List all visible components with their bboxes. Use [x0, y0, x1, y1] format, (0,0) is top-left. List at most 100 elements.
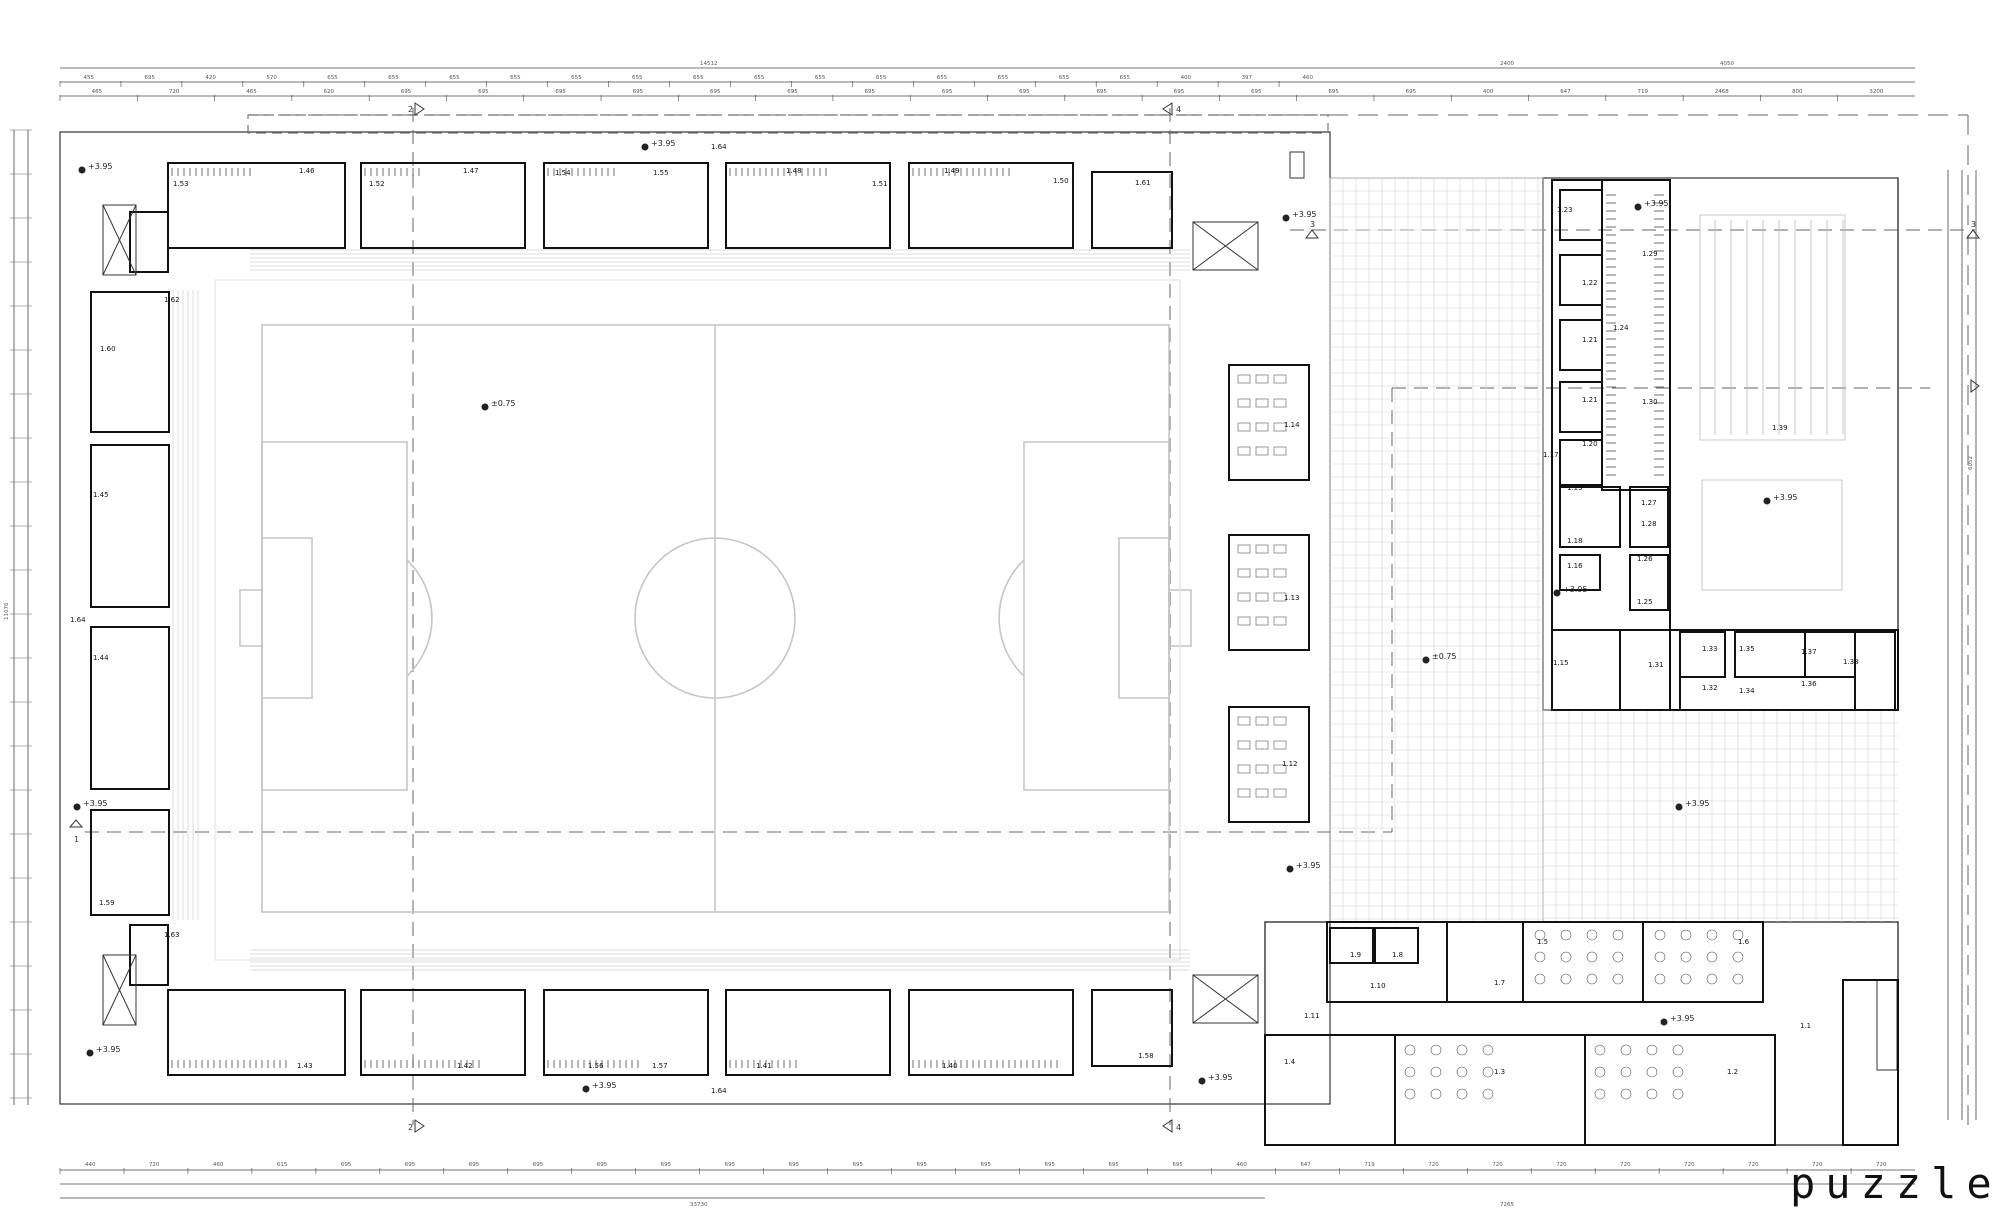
dimension-value: 655 [1120, 75, 1131, 81]
right-annex-outline [1264, 177, 1899, 1146]
dimension-value: 655 [998, 75, 1009, 81]
chair-group [1404, 1088, 1416, 1100]
room-label: 1.4 [1284, 1058, 1296, 1066]
table [1273, 568, 1287, 578]
dimension-value: 695 [1328, 89, 1339, 95]
chair-group [1620, 1044, 1632, 1056]
room-label: 1.21 [1582, 396, 1598, 404]
table [1255, 788, 1269, 798]
room-label: 1.50 [1053, 177, 1069, 185]
chair-group [1732, 973, 1744, 985]
dimension-value: 695 [597, 1162, 608, 1168]
dimension-value: 570 [266, 75, 277, 81]
right-block-labels: 1.23 1.22 1.21 1.21 1.20 1.17 1.19 1.18 … [1543, 206, 1788, 667]
top-total-dimension: 14512 [700, 61, 718, 67]
dimension-value: 720 [1876, 1162, 1887, 1168]
table [1237, 592, 1251, 602]
room-label: 1.32 [1702, 684, 1718, 692]
room-label: 1.43 [297, 1062, 313, 1070]
room-label: 1.6 [1738, 938, 1750, 946]
right-total-dimension: 6052 [1968, 456, 1974, 470]
chair-group [1534, 951, 1546, 963]
room-label: 1.9 [1350, 951, 1361, 959]
chair-group [1482, 1044, 1494, 1056]
axis-label: 4 [1176, 1123, 1181, 1132]
chair-group [1672, 1044, 1684, 1056]
room-label: 1.34 [1739, 687, 1755, 695]
dimension-value: 720 [1428, 1162, 1439, 1168]
room-label: 1.28 [1641, 520, 1657, 528]
chair-group [1404, 1044, 1416, 1056]
axis-label: 2 [408, 105, 413, 114]
axis-label: 4 [1176, 105, 1181, 114]
table [1273, 592, 1287, 602]
dimension-value: 720 [1556, 1162, 1567, 1168]
chair-group [1560, 929, 1572, 941]
chair-group [1482, 1066, 1494, 1078]
table [1237, 398, 1251, 408]
dimension-value: 720 [1620, 1162, 1631, 1168]
dimension-value: 655 [327, 75, 338, 81]
level-label-right-mid: +3.95 [1563, 585, 1588, 594]
level-label-yard: +3.95 [1685, 799, 1710, 808]
middle-room-labels: 1.14 1.13 1.12 [1282, 421, 1300, 768]
chair-group [1534, 973, 1546, 985]
room-label: 1.3 [1494, 1068, 1505, 1076]
table [1273, 544, 1287, 554]
level-label-sw: +3.95 [96, 1045, 121, 1054]
dimension-value: 400 [1483, 89, 1494, 95]
room-label: 1.35 [1739, 645, 1755, 653]
level-label-right-top: +3.95 [1644, 199, 1669, 208]
table [1237, 716, 1251, 726]
table [1255, 374, 1269, 384]
level-label-w: +3.95 [83, 799, 108, 808]
room-label: 1.24 [1613, 324, 1629, 332]
table [1273, 422, 1287, 432]
chair-group [1594, 1066, 1606, 1078]
axis-label: 2 [408, 1123, 413, 1132]
dimension-value: 695 [661, 1162, 672, 1168]
top-stand-seating [250, 249, 1190, 271]
chair-group [1430, 1044, 1442, 1056]
top-stand-room-labels: 1.53 1.46 1.52 1.47 1.54 1.55 1.48 1.51 … [173, 143, 1151, 188]
level-label-plaza: ±0.75 [1432, 652, 1457, 661]
room-label: 1.38 [1843, 658, 1859, 666]
room-label: 1.61 [1135, 179, 1151, 187]
chair-group [1654, 951, 1666, 963]
room-label: 1.39 [1772, 424, 1788, 432]
room-label: 1.22 [1582, 279, 1598, 287]
swimming-pool [1699, 214, 1846, 441]
room-label: 1.20 [1582, 440, 1598, 448]
middle-room-furniture [1237, 374, 1287, 798]
dimension-value: 695 [405, 1162, 416, 1168]
bottom-block-labels: 1.9 1.8 1.10 1.7 1.5 1.6 1.11 1.4 1.3 1.… [1284, 938, 1811, 1076]
dimension-value: 655 [937, 75, 948, 81]
room-label: 1.51 [872, 180, 888, 188]
dimension-value: 800 [1792, 89, 1803, 95]
dimension-value: 720 [169, 89, 180, 95]
table [1237, 764, 1251, 774]
room-label: 1.40 [942, 1062, 958, 1070]
table [1273, 446, 1287, 456]
chair-group [1430, 1066, 1442, 1078]
dimension-value: 647 [1560, 89, 1571, 95]
chair-group [1706, 951, 1718, 963]
chair-group [1672, 1066, 1684, 1078]
room-label: 1.37 [1801, 648, 1817, 656]
room-label: 1.1 [1800, 1022, 1811, 1030]
dimension-value: 695 [1172, 1162, 1183, 1168]
room-label: 1.60 [100, 345, 116, 353]
top-stand-rooms [167, 162, 1173, 249]
dimension-value: 695 [144, 75, 155, 81]
room-label: 1.63 [164, 931, 180, 939]
dimension-value: 460 [213, 1162, 224, 1168]
right-block-walls [1551, 179, 1899, 711]
room-label: 1.64 [711, 1087, 727, 1095]
top-right-dimension-b: 4050 [1720, 61, 1734, 67]
room-label: 1.7 [1494, 979, 1505, 987]
room-label: 1.13 [1284, 594, 1300, 602]
table [1273, 374, 1287, 384]
dimension-value: 695 [942, 89, 953, 95]
room-label: 1.42 [457, 1062, 473, 1070]
